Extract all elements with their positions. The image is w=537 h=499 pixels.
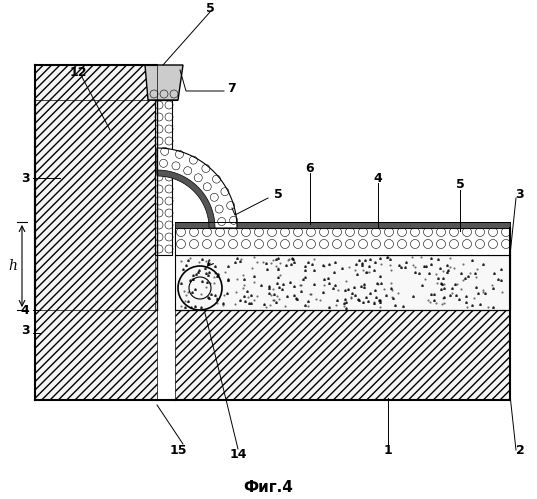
Text: 3: 3	[21, 172, 30, 185]
Text: 2: 2	[516, 444, 524, 457]
Bar	[175, 228, 510, 255]
Text: h: h	[9, 259, 17, 273]
Text: Фиг.4: Фиг.4	[243, 480, 293, 495]
Bar	[152, 88, 177, 100]
Bar	[175, 310, 510, 400]
Bar	[175, 255, 510, 310]
Text: 4: 4	[20, 303, 30, 316]
Polygon shape	[157, 170, 215, 228]
Polygon shape	[145, 65, 183, 100]
Text: 1: 1	[383, 444, 393, 457]
Text: 12: 12	[69, 65, 87, 78]
Text: 3: 3	[516, 189, 524, 202]
Bar	[175, 222, 510, 228]
Text: 14: 14	[229, 449, 246, 462]
Text: 5: 5	[455, 179, 465, 192]
Text: 5: 5	[274, 189, 282, 202]
Text: 3: 3	[21, 323, 30, 336]
Text: 15: 15	[169, 444, 187, 457]
Bar	[35, 65, 157, 400]
Polygon shape	[157, 148, 237, 228]
Text: 5: 5	[206, 1, 214, 14]
Bar	[155, 100, 172, 255]
Bar	[35, 100, 155, 310]
Text: 6: 6	[306, 162, 314, 175]
Text: 7: 7	[228, 81, 236, 94]
Text: 4: 4	[374, 172, 382, 185]
